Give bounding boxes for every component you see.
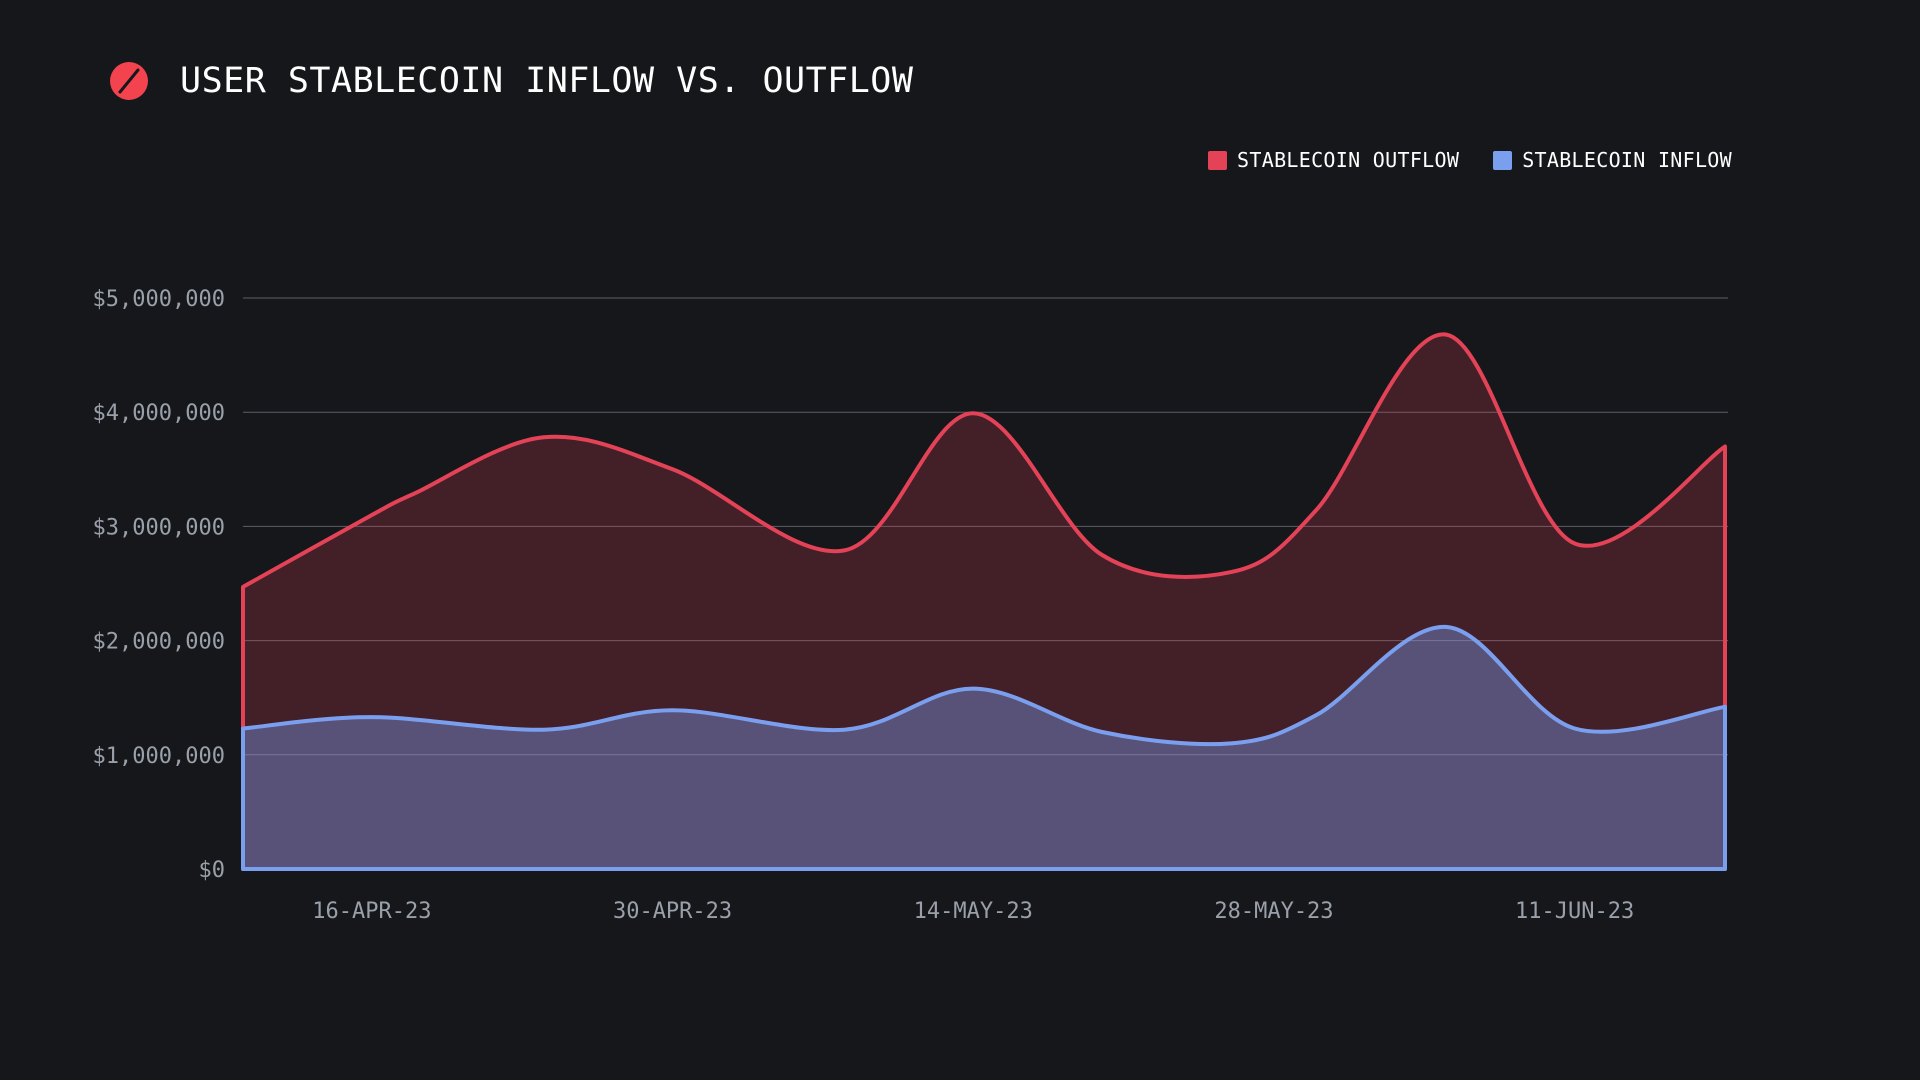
outflow-data-point[interactable]: [1572, 541, 1578, 547]
outflow-series-line: [241, 332, 1727, 871]
x-tick-label: 30-APR-23: [613, 899, 732, 924]
inflow-series-line: [241, 624, 1727, 871]
y-tick-label: $0: [199, 858, 226, 883]
legend-swatch-inflow: [1493, 150, 1513, 170]
legend-item-inflow[interactable]: STABLECOIN INFLOW: [1493, 148, 1732, 172]
y-tick-label: $4,000,000: [93, 401, 225, 426]
outflow-data-point[interactable]: [541, 434, 547, 440]
outflow-data-point[interactable]: [1228, 569, 1234, 575]
inflow-data-point[interactable]: [1443, 624, 1449, 630]
outflow-data-point[interactable]: [970, 410, 976, 416]
inflow-data-point[interactable]: [1572, 726, 1578, 732]
inflow-data-point[interactable]: [670, 707, 676, 713]
outflow-data-point[interactable]: [1722, 444, 1728, 450]
inflow-data-point[interactable]: [1722, 704, 1728, 710]
outflow-data-point[interactable]: [412, 490, 418, 496]
y-tick-label: $1,000,000: [93, 744, 225, 769]
area-layer: [240, 332, 1728, 871]
outflow-data-point[interactable]: [240, 584, 246, 590]
inflow-data-point[interactable]: [541, 727, 547, 733]
x-tick-label: 16-APR-23: [312, 899, 431, 924]
inflow-data-point[interactable]: [1099, 729, 1105, 735]
outflow-data-point[interactable]: [1443, 332, 1449, 338]
inflow-data-point[interactable]: [369, 714, 375, 720]
x-tick-label: 11-JUN-23: [1515, 899, 1634, 924]
y-tick-label: $3,000,000: [93, 515, 225, 540]
inflow-data-point[interactable]: [970, 686, 976, 692]
outflow-data-point[interactable]: [1099, 552, 1105, 558]
title-row: USER STABLECOIN INFLOW VS. OUTFLOW: [110, 56, 913, 106]
y-tick-label: $2,000,000: [93, 630, 225, 655]
legend-label-outflow: STABLECOIN OUTFLOW: [1237, 148, 1460, 172]
legend: STABLECOIN OUTFLOW STABLECOIN INFLOW: [1174, 148, 1732, 172]
outflow-data-point[interactable]: [841, 547, 847, 553]
outflow-data-point[interactable]: [670, 466, 676, 472]
inflow-data-point[interactable]: [240, 726, 246, 732]
chart-title: USER STABLECOIN INFLOW VS. OUTFLOW: [180, 61, 914, 101]
outflow-data-point[interactable]: [369, 512, 375, 518]
inflow-data-point[interactable]: [1314, 712, 1320, 718]
grid-layer: [243, 297, 1728, 756]
inflow-data-point[interactable]: [1228, 740, 1234, 746]
axis-layer: $0 $1,000,000 $2,000,000 $3,000,000 $4,000,0…: [93, 287, 1635, 924]
outflow-data-point[interactable]: [1314, 506, 1320, 512]
legend-item-outflow[interactable]: STABLECOIN OUTFLOW: [1208, 148, 1459, 172]
slash-circle-logo-icon: [110, 62, 148, 100]
outflow-area-fill: [243, 334, 1725, 869]
inflow-data-point[interactable]: [841, 727, 847, 733]
x-tick-label: 28-MAY-23: [1214, 899, 1333, 924]
legend-swatch-outflow: [1208, 150, 1228, 170]
legend-label-inflow: STABLECOIN INFLOW: [1522, 148, 1732, 172]
y-tick-label: $5,000,000: [93, 287, 225, 312]
x-tick-label: 14-MAY-23: [914, 899, 1033, 924]
